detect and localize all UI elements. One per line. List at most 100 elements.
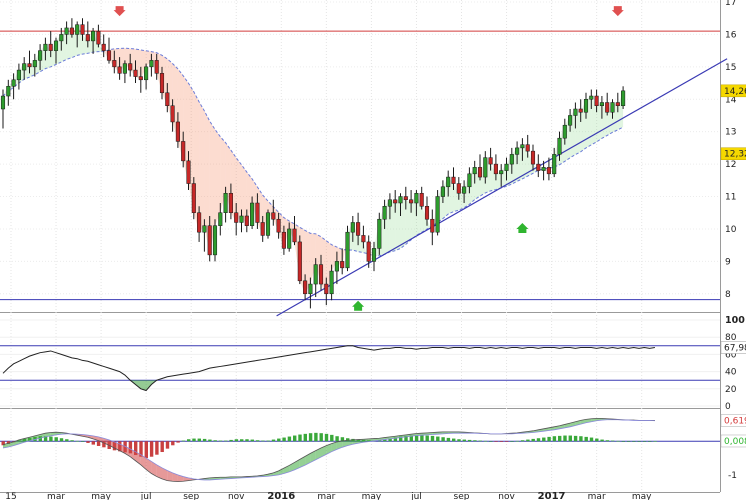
candle-body bbox=[1, 96, 5, 109]
oscillator-y-tick-label: 40 bbox=[725, 368, 737, 378]
macd-histogram-bar bbox=[256, 440, 259, 441]
macd-histogram-bar bbox=[526, 440, 529, 442]
macd-histogram-bar bbox=[208, 440, 211, 442]
candle-body bbox=[234, 213, 238, 223]
candle-body bbox=[86, 34, 90, 40]
candle-body bbox=[515, 148, 519, 154]
macd-histogram-bar bbox=[532, 439, 535, 441]
candle-body bbox=[547, 167, 551, 173]
macd-histogram-bar bbox=[431, 436, 434, 441]
macd-histogram-bar bbox=[547, 437, 550, 441]
price-y-tick-label: 12 bbox=[725, 160, 736, 170]
candle-body bbox=[49, 44, 53, 50]
ma-fill-segment bbox=[390, 200, 395, 252]
oscillator-y-tick-label: 20 bbox=[725, 385, 737, 395]
macd-histogram-bar bbox=[611, 441, 614, 442]
macd-histogram-bar bbox=[542, 438, 545, 442]
candle-body bbox=[494, 164, 498, 174]
candle-body bbox=[282, 232, 286, 248]
macd-histogram-bar bbox=[245, 439, 248, 441]
macd-histogram-bar bbox=[192, 439, 195, 442]
x-tick-label: 2016 bbox=[267, 491, 295, 500]
macd-histogram-bar bbox=[468, 440, 471, 441]
macd-histogram-bar bbox=[420, 435, 423, 441]
candle-body bbox=[303, 281, 307, 294]
candle-body bbox=[558, 138, 562, 154]
candle-body bbox=[38, 51, 42, 61]
macd-histogram-bar bbox=[627, 441, 630, 442]
candle-body bbox=[240, 216, 244, 222]
macd-histogram-bar bbox=[510, 441, 513, 442]
macd-histogram-bar bbox=[224, 441, 227, 442]
macd-histogram-bar bbox=[606, 440, 609, 441]
candle-body bbox=[484, 158, 488, 177]
macd-histogram-bar bbox=[70, 440, 73, 441]
macd-histogram-bar bbox=[150, 441, 153, 456]
macd-histogram-bar bbox=[314, 433, 317, 441]
macd-value-label: 0,008 bbox=[724, 437, 746, 447]
macd-value-label: 0,619 bbox=[724, 416, 746, 426]
macd-histogram-bar bbox=[161, 441, 164, 452]
macd-histogram-bar bbox=[616, 441, 619, 442]
candle-body bbox=[605, 103, 609, 113]
macd-histogram-bar bbox=[176, 441, 179, 442]
macd-histogram-bar bbox=[293, 436, 296, 442]
candle-body bbox=[431, 219, 435, 232]
candle-body bbox=[325, 284, 329, 294]
candle-body bbox=[340, 261, 344, 267]
macd-histogram-bar bbox=[214, 440, 217, 441]
price-y-tick-label: 15 bbox=[725, 63, 736, 73]
candle-body bbox=[579, 109, 583, 112]
macd-histogram-bar bbox=[288, 437, 291, 442]
candle-body bbox=[505, 164, 509, 170]
candle-body bbox=[54, 41, 58, 51]
candle-body bbox=[415, 193, 419, 203]
candle-body bbox=[441, 187, 445, 197]
candle-body bbox=[197, 213, 201, 232]
macd-histogram-bar bbox=[240, 439, 243, 441]
candle-body bbox=[399, 197, 403, 203]
candle-body bbox=[595, 96, 599, 106]
candle-body bbox=[224, 193, 228, 212]
macd-histogram-bar bbox=[505, 441, 508, 442]
candle-body bbox=[616, 103, 620, 106]
candle-body bbox=[293, 229, 297, 242]
candle-body bbox=[97, 31, 101, 44]
candle-body bbox=[346, 232, 350, 268]
macd-histogram-bar bbox=[261, 441, 264, 442]
candle-body bbox=[372, 248, 376, 261]
macd-histogram-bar bbox=[49, 437, 52, 442]
candle-body bbox=[335, 261, 339, 271]
macd-histogram-bar bbox=[309, 433, 312, 441]
candle-body bbox=[277, 219, 281, 232]
candle-body bbox=[102, 44, 106, 50]
candle-body bbox=[351, 222, 355, 232]
candle-body bbox=[22, 64, 26, 70]
x-tick-label: sep bbox=[454, 492, 470, 500]
candle-body bbox=[552, 154, 556, 173]
x-tick-label: may bbox=[632, 492, 652, 500]
candle-body bbox=[621, 91, 625, 106]
macd-histogram-bar bbox=[251, 440, 254, 442]
candle-body bbox=[489, 158, 493, 164]
macd-histogram-bar bbox=[219, 441, 222, 442]
candle-body bbox=[526, 145, 530, 151]
candle-body bbox=[187, 161, 191, 184]
macd-histogram-bar bbox=[426, 436, 429, 442]
macd-histogram-bar bbox=[569, 436, 572, 442]
x-tick-label: mar bbox=[317, 492, 335, 500]
candle-body bbox=[314, 265, 318, 284]
candle-body bbox=[213, 226, 217, 255]
candle-body bbox=[28, 64, 32, 67]
macd-histogram-bar bbox=[92, 441, 95, 444]
candle-body bbox=[113, 60, 117, 66]
candle-body bbox=[192, 184, 196, 213]
candle-body bbox=[531, 151, 535, 164]
x-tick-label: jul bbox=[140, 492, 152, 500]
candle-body bbox=[208, 226, 212, 255]
macd-histogram-bar bbox=[65, 439, 68, 441]
x-tick-label: mar bbox=[47, 492, 65, 500]
candle-body bbox=[362, 235, 366, 241]
candle-body bbox=[7, 86, 11, 96]
candle-body bbox=[261, 222, 265, 235]
